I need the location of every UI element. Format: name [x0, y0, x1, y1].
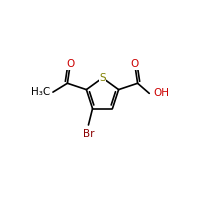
Text: Br: Br	[83, 129, 94, 139]
Text: S: S	[99, 73, 106, 83]
Text: O: O	[130, 59, 139, 69]
Text: OH: OH	[154, 88, 170, 98]
Text: O: O	[66, 59, 75, 69]
Text: H₃C: H₃C	[31, 87, 50, 97]
